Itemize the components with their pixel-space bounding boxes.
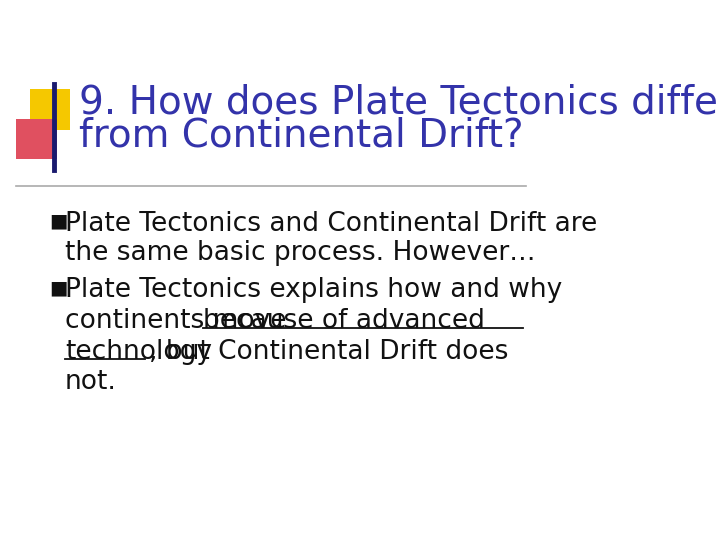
Text: not.: not. [65,369,117,395]
Text: ■: ■ [49,278,67,297]
Text: Plate Tectonics explains how and why: Plate Tectonics explains how and why [65,277,562,303]
Text: ■: ■ [49,212,67,231]
Text: because of advanced: because of advanced [203,308,485,334]
Text: 9. How does Plate Tectonics differ: 9. How does Plate Tectonics differ [78,84,720,122]
Text: Plate Tectonics and Continental Drift are: Plate Tectonics and Continental Drift ar… [65,211,598,237]
Text: the same basic process. However…: the same basic process. However… [65,240,536,266]
Text: technology: technology [65,339,212,364]
Text: , but Continental Drift does: , but Continental Drift does [148,339,508,364]
FancyBboxPatch shape [30,89,71,130]
FancyBboxPatch shape [17,119,57,159]
Text: from Continental Drift?: from Continental Drift? [78,116,523,154]
Text: continents move: continents move [65,308,295,334]
